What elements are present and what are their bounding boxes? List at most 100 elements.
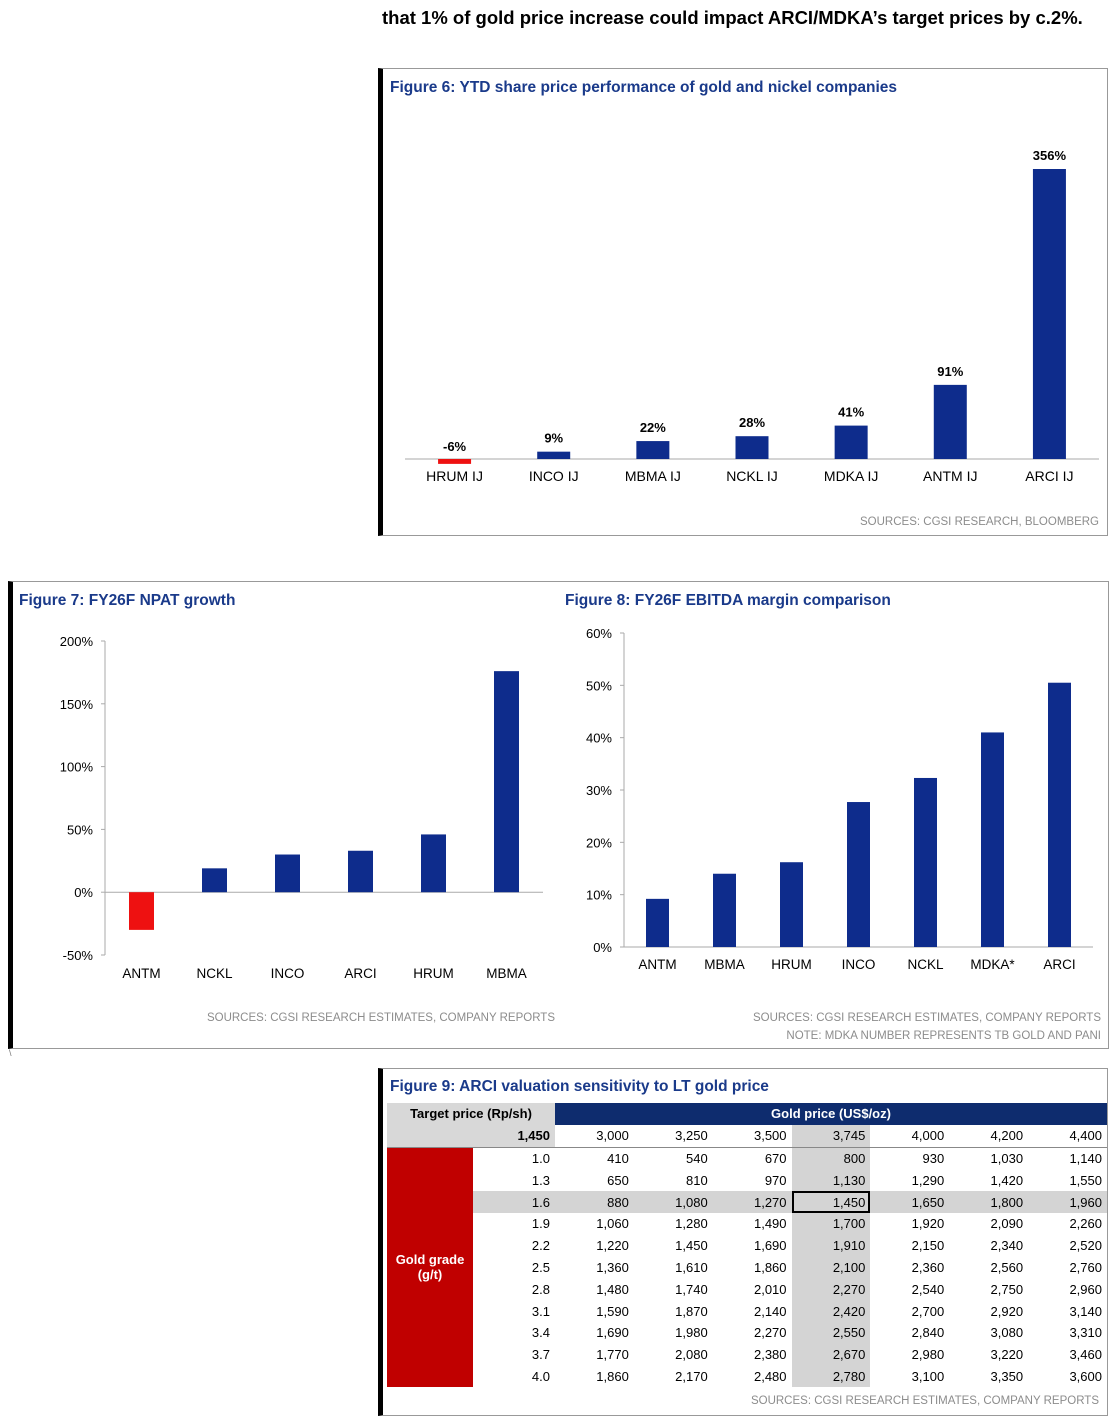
table-row: 2.2 1,220 1,450 1,690 1,910 2,150 2,340 2,520 bbox=[387, 1234, 1107, 1257]
table-cell: 2,140 bbox=[753, 1303, 787, 1319]
table-cell: 2,360 bbox=[911, 1259, 945, 1275]
table-cell: 1,060 bbox=[596, 1216, 629, 1232]
table-cell: 1,030 bbox=[990, 1150, 1024, 1166]
table-cell: 2,270 bbox=[791, 1278, 871, 1301]
table-cell: 1,490 bbox=[753, 1216, 787, 1232]
fig6-category-label: NCKL IJ bbox=[726, 468, 778, 484]
fig6-data-label: 22% bbox=[640, 420, 666, 435]
fig7-tick-label: 50% bbox=[67, 822, 93, 837]
figure-6-chart: -6% HRUM IJ 9% INCO IJ 22% MBMA IJ 28% NCKL IJ 4… bbox=[405, 148, 1099, 484]
table-cell: 1,860 bbox=[753, 1259, 787, 1275]
fig6-data-label: 356% bbox=[1033, 148, 1067, 163]
table-cell: 3,140 bbox=[1069, 1303, 1102, 1319]
table-cell: 1,280 bbox=[675, 1216, 708, 1232]
table-row: 3.4 1,690 1,980 2,270 2,550 2,840 3,080 3,310 bbox=[387, 1321, 1107, 1344]
table-cell: 670 bbox=[764, 1150, 787, 1166]
fig7-tick-label: 0% bbox=[74, 885, 93, 900]
table-row: 3.7 1,770 2,080 2,380 2,670 2,980 3,220 3,460 bbox=[387, 1343, 1107, 1366]
fig8-tick-label: 40% bbox=[586, 731, 612, 746]
fig6-bar-mbma-ij bbox=[636, 441, 670, 459]
fig8-bar-mbma bbox=[713, 873, 736, 947]
fig6-bar-mdka-ij bbox=[834, 425, 868, 459]
table-cell: 2,670 bbox=[791, 1343, 871, 1366]
fig8-category-label: NCKL bbox=[907, 957, 944, 972]
gold-price-col-header: 3,500 bbox=[712, 1124, 792, 1148]
table-cell: 2,170 bbox=[675, 1368, 708, 1384]
table-cell: 1,220 bbox=[596, 1238, 629, 1254]
table-cell: 2,270 bbox=[753, 1325, 787, 1341]
figure-8-note: NOTE: MDKA NUMBER REPRESENTS TB GOLD AND… bbox=[786, 1030, 1101, 1042]
fig6-data-label: 41% bbox=[838, 405, 864, 420]
fig8-tick-label: 20% bbox=[586, 835, 612, 850]
fig7-bar-nckl bbox=[202, 868, 227, 893]
fig8-bar-mdka bbox=[981, 732, 1004, 947]
table-cell: 2,150 bbox=[911, 1238, 945, 1254]
figure-9-source: SOURCES: CGSI RESEARCH ESTIMATES, COMPAN… bbox=[750, 1395, 1099, 1407]
table-cell: 2,980 bbox=[911, 1347, 945, 1363]
fig8-bar-inco bbox=[847, 802, 870, 947]
table-cell: 1,700 bbox=[791, 1212, 871, 1235]
table-cell: 1,960 bbox=[1028, 1191, 1107, 1213]
fig8-tick-label: 50% bbox=[586, 678, 612, 693]
table-cell: 1,420 bbox=[990, 1172, 1024, 1188]
table-row: 1.6 880 1,080 1,270 1,450 1,650 1,800 1,960 bbox=[387, 1191, 1107, 1213]
table-cell: 1,650 bbox=[870, 1191, 950, 1213]
table-cell: 3,350 bbox=[990, 1368, 1024, 1384]
table-cell: 3,310 bbox=[1069, 1325, 1102, 1341]
figure-8-chart: 60% 50% 40% 30% 20% 10% 0% ANTM MBMA HRUM INCO NCKL… bbox=[586, 626, 1093, 972]
fig6-bar-nckl-ij bbox=[735, 436, 769, 459]
fig7-bar-inco bbox=[275, 854, 300, 893]
fig6-data-label: -6% bbox=[443, 439, 467, 454]
fig8-category-label: INCO bbox=[842, 957, 876, 972]
fig7-category-label: INCO bbox=[271, 966, 305, 981]
figure-6-panel: Figure 6: YTD share price performance of… bbox=[378, 68, 1108, 536]
table-cell: 2,560 bbox=[990, 1259, 1024, 1275]
fig6-bar-antm-ij bbox=[933, 384, 967, 459]
table-cell: 1,910 bbox=[791, 1234, 871, 1257]
fig8-bar-arci bbox=[1048, 682, 1071, 947]
table-cell: 1,770 bbox=[596, 1347, 629, 1363]
fig7-category-label: HRUM bbox=[413, 966, 454, 981]
fig7-category-label: ANTM bbox=[122, 966, 160, 981]
fig8-tick-label: 10% bbox=[586, 888, 612, 903]
table-row: 3.1 1,590 1,870 2,140 2,420 2,700 2,920 3,140 bbox=[387, 1300, 1107, 1322]
table-row: Gold grade (g/t) 1.0 410 540 670 800 930 1,030 1,… bbox=[387, 1147, 1107, 1388]
table-cell: 1,610 bbox=[675, 1259, 708, 1275]
table-cell: 3,460 bbox=[1069, 1347, 1102, 1363]
table-cell: 970 bbox=[764, 1172, 787, 1188]
fig7-bar-mbma bbox=[494, 671, 519, 893]
figure-6-title: Figure 6: YTD share price performance of… bbox=[390, 79, 898, 96]
table-cell: 2,260 bbox=[1069, 1216, 1102, 1232]
fig6-bar-inco-ij bbox=[537, 451, 571, 459]
table-cell: 3,220 bbox=[990, 1347, 1024, 1363]
table-row: 2.5 1,360 1,610 1,860 2,100 2,360 2,560 2,760 bbox=[387, 1256, 1107, 1279]
table-cell: 1,980 bbox=[675, 1325, 708, 1341]
figure-7-8-panel: Figure 7: FY26F NPAT growth 200% 150% 100%… bbox=[8, 581, 1109, 1049]
table-cell: 1,740 bbox=[675, 1281, 708, 1297]
gold-grade-value: 1.6 bbox=[473, 1191, 555, 1213]
fig7-tick-label: 100% bbox=[60, 760, 94, 775]
table-cell: 2,840 bbox=[911, 1325, 945, 1341]
table-cell: 880 bbox=[555, 1191, 634, 1213]
fig6-category-label: ARCI IJ bbox=[1025, 468, 1073, 484]
fig8-tick-label: 0% bbox=[593, 940, 612, 955]
fig7-bar-antm bbox=[129, 892, 154, 930]
table-cell: 1,130 bbox=[791, 1169, 871, 1192]
gold-grade-value: 3.1 bbox=[531, 1303, 550, 1319]
fig6-bar-hrum-ij bbox=[438, 459, 472, 464]
gold-grade-value: 3.4 bbox=[531, 1325, 550, 1341]
table-cell: 2,420 bbox=[791, 1300, 871, 1322]
gold-price-col-header: 3,250 bbox=[633, 1124, 713, 1148]
table-cell: 2,090 bbox=[990, 1216, 1024, 1232]
table-cell: 650 bbox=[607, 1172, 629, 1188]
gold-grade-value: 1.0 bbox=[531, 1150, 550, 1166]
fig7-category-label: NCKL bbox=[196, 966, 233, 981]
gold-grade-value: 1.3 bbox=[531, 1172, 550, 1188]
figure-7-source: SOURCES: CGSI RESEARCH ESTIMATES, COMPAN… bbox=[206, 1012, 555, 1024]
stray-mark: \ bbox=[9, 1048, 12, 1058]
table-cell: 1,270 bbox=[712, 1191, 792, 1213]
table-cell: 2,760 bbox=[1069, 1259, 1102, 1275]
table-cell: 2,700 bbox=[911, 1303, 945, 1319]
fig8-bar-nckl bbox=[914, 777, 937, 947]
table-cell: 1,480 bbox=[596, 1281, 629, 1297]
